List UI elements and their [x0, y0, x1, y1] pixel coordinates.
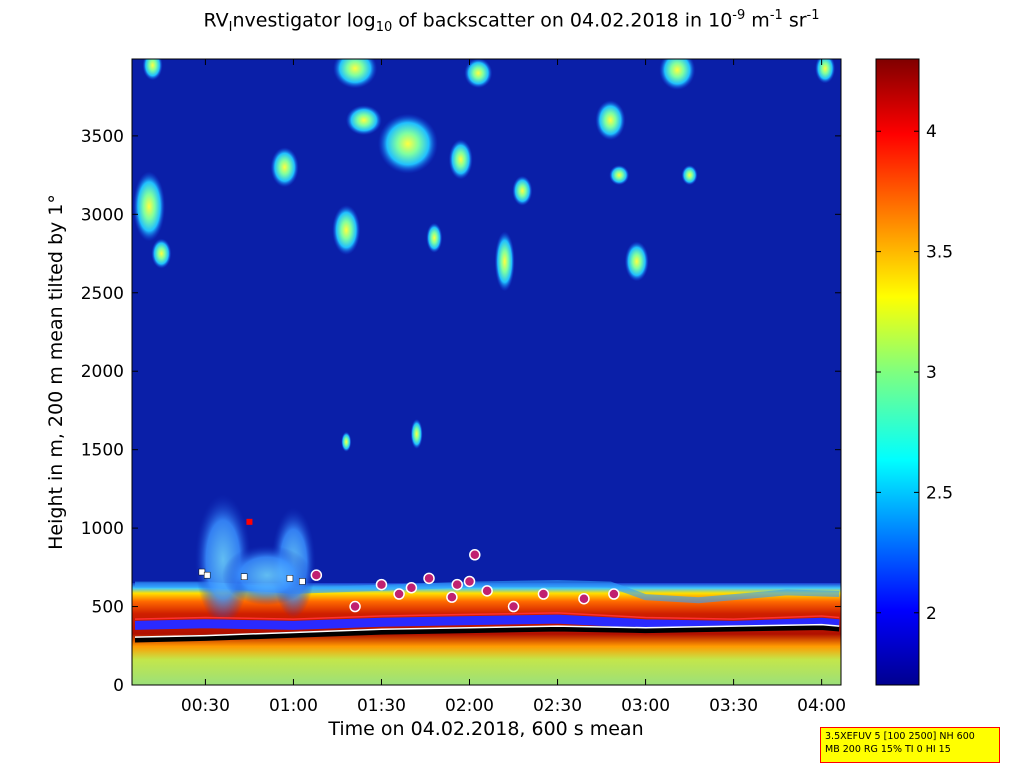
cloud-patch: [681, 165, 698, 186]
white-layer-line: [134, 623, 840, 638]
cloud-patch: [270, 147, 299, 188]
black-layer-line: [134, 623, 840, 643]
circle-marker: [507, 600, 520, 613]
cloud-patch: [151, 238, 172, 269]
x-tick-label: 03:30: [709, 696, 758, 716]
white-square-marker: [240, 573, 248, 580]
x-tick-label: 00:30: [181, 696, 230, 716]
white-square-marker: [299, 578, 306, 585]
x-axis-label: Time on 04.02.2018, 600 s mean: [327, 718, 643, 740]
circle-marker: [393, 588, 405, 600]
circle-marker: [349, 600, 361, 613]
cloud-patch: [345, 105, 382, 136]
circle-marker: [463, 575, 476, 588]
cloud-patch: [377, 113, 438, 174]
x-tick-label: 01:30: [357, 696, 406, 716]
x-tick-label: 01:00: [269, 696, 318, 716]
colorbar-ticks: 2 2.5 3 3.5 4: [876, 122, 953, 624]
circle-marker: [469, 549, 481, 561]
cloud-patch: [448, 139, 473, 180]
colorbar-tick-label: 2: [926, 604, 937, 624]
y-axis: 0 500 1000 1500 2000 2500 3000 3500: [81, 127, 841, 696]
cloud-patch: [815, 59, 836, 84]
upper-clouds: [133, 59, 836, 452]
x-tick-label: 03:00: [621, 696, 670, 716]
cloud-patch: [512, 175, 533, 206]
y-tick-label: 1500: [81, 441, 124, 461]
info-line-2: MB 200 RG 15% TI 0 HI 15: [825, 744, 951, 755]
circle-marker: [481, 585, 493, 597]
circle-marker: [537, 588, 550, 600]
x-axis: 00:30 01:00 01:30 02:00 02:30 03:00 03:30 04:00: [181, 59, 846, 716]
cloud-patch: [142, 59, 163, 81]
plot-area: [132, 59, 841, 685]
cloud-patch: [464, 59, 493, 89]
circle-marker: [451, 578, 463, 591]
cloud-patch: [659, 59, 696, 90]
y-tick-label: 2000: [81, 362, 124, 382]
red-layer-line: [134, 612, 840, 620]
colorbar-tick-label: 3: [926, 363, 937, 383]
blue-layer-line: [134, 614, 840, 630]
circle-marker: [375, 578, 388, 591]
circle-marker: [578, 592, 590, 605]
circle-marker: [405, 581, 418, 594]
circle-marker: [423, 572, 435, 585]
red-square-marker: [246, 518, 253, 525]
colorbar-tick-label: 2.5: [926, 483, 953, 503]
x-tick-label: 04:00: [797, 696, 846, 716]
plot-frame: [131, 58, 842, 686]
cloud-patch: [494, 231, 515, 292]
y-tick-label: 1000: [81, 519, 124, 539]
white-square-marker: [203, 571, 211, 579]
detection-markers: [198, 518, 620, 613]
y-tick-label: 0: [113, 676, 124, 696]
circle-marker: [310, 569, 323, 581]
x-tick-label: 02:00: [445, 696, 494, 716]
cloud-patch: [341, 431, 352, 452]
colorbar-tick-label: 4: [926, 122, 937, 142]
y-tick-label: 2500: [81, 284, 124, 304]
circle-marker: [446, 591, 458, 603]
aerosol-plume: [222, 545, 313, 606]
cloud-patch: [333, 59, 378, 89]
cloud-patch: [332, 205, 361, 256]
cloud-patch: [426, 222, 443, 253]
colorbar: [875, 58, 920, 686]
cloud-patch: [595, 100, 626, 141]
info-line-1: 3.5XEFUV 5 [100 2500] NH 600: [825, 731, 975, 742]
circle-marker: [608, 588, 620, 600]
colorbar-tick-label: 3.5: [926, 243, 953, 263]
white-square-marker: [286, 575, 294, 582]
settings-info-box: 3.5XEFUV 5 [100 2500] NH 600 MB 200 RG 1…: [820, 727, 1000, 763]
y-tick-label: 3000: [81, 205, 124, 225]
y-axis-label: Height in m, 200 m mean tilted by 1°: [45, 194, 67, 550]
cloud-patch: [624, 241, 649, 282]
chart-title: RVInvestigator log10 of backscatter on 0…: [203, 8, 820, 36]
cloud-patch: [133, 171, 166, 242]
cloud-patch: [609, 165, 630, 186]
detection-lines: [134, 612, 840, 643]
x-tick-label: 02:30: [533, 696, 582, 716]
cloud-patch: [410, 418, 423, 449]
y-tick-label: 500: [92, 598, 124, 618]
y-tick-label: 3500: [81, 127, 124, 147]
